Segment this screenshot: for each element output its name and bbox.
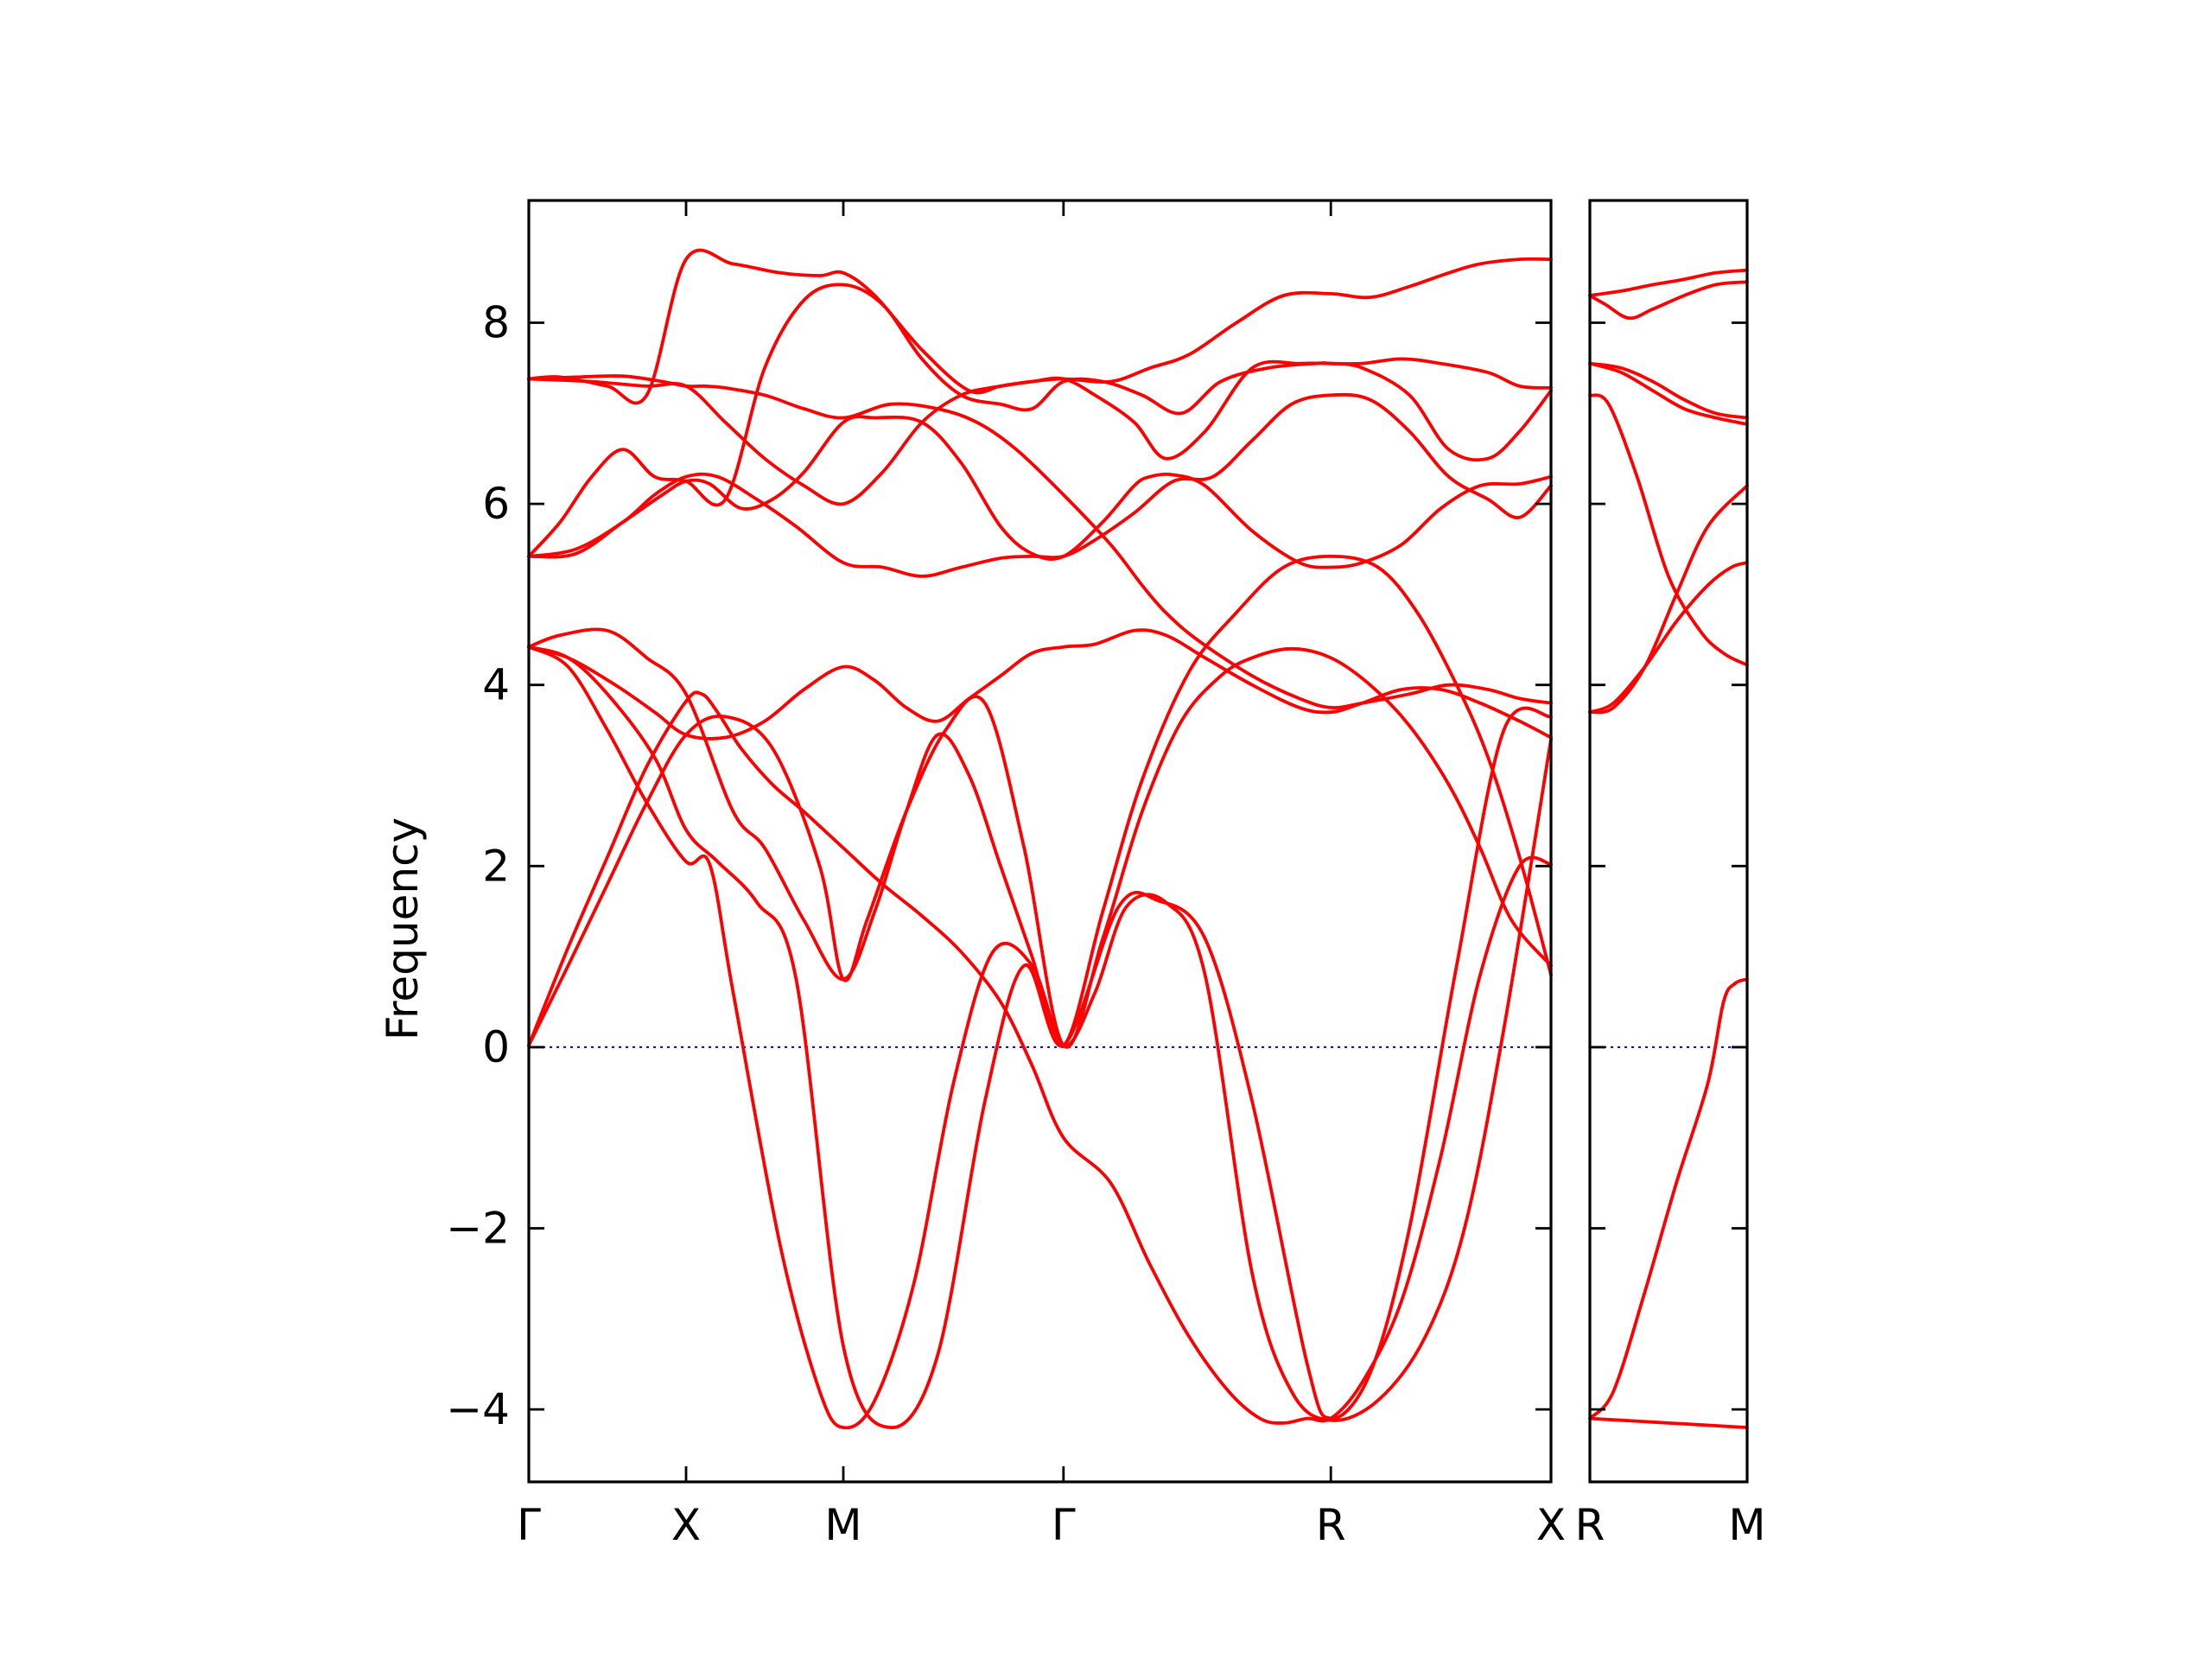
y-axis-label: Frequency (378, 817, 428, 1040)
band-line-5 (527, 646, 1553, 1049)
panel-main: −4 −2 0 2 4 6 8 Γ X M Γ R X (446, 199, 1566, 1550)
axes-frame (527, 199, 1553, 1484)
band-line-3 (1588, 361, 1749, 420)
band-line-6 (1588, 484, 1749, 715)
band-line-7 (527, 645, 1553, 1430)
x-tick-label: Γ (1052, 1500, 1076, 1550)
y-tick-label: −4 (446, 1384, 510, 1434)
y-tick-label: 0 (482, 1022, 510, 1072)
band-line-10 (527, 283, 1553, 558)
band-line-2 (527, 415, 1553, 569)
y-tick-label: −2 (446, 1204, 510, 1254)
band-line-1 (527, 374, 1553, 709)
band-line-6 (527, 690, 1553, 1425)
band-line-8 (1588, 1416, 1749, 1429)
band-line-2 (1588, 280, 1749, 321)
band-line-8 (527, 392, 1553, 578)
y-tick-label: 6 (482, 479, 510, 529)
x-tick-label: Γ (517, 1500, 541, 1550)
band-line-3 (527, 555, 1553, 1048)
band-line-9 (1588, 977, 1749, 1421)
x-tick-label: R (1575, 1500, 1605, 1550)
band-line-7 (1588, 561, 1749, 715)
band-line-11 (527, 357, 1553, 506)
band-line-12 (527, 628, 1553, 741)
x-tick-label: M (1728, 1500, 1765, 1550)
band-line-1 (1588, 268, 1749, 297)
x-tick-label: X (1536, 1500, 1566, 1550)
band-line-4 (1588, 361, 1749, 426)
y-tick-label: 2 (482, 841, 510, 891)
y-tick-label: 8 (482, 297, 510, 347)
x-tick-label: R (1316, 1500, 1346, 1550)
x-tick-label: X (671, 1500, 701, 1550)
band-line-4 (527, 645, 1553, 1430)
x-tick-label: M (824, 1500, 861, 1550)
band-line-5 (1588, 393, 1749, 667)
y-tick-label: 4 (482, 660, 510, 710)
axes-frame (1588, 199, 1749, 1484)
